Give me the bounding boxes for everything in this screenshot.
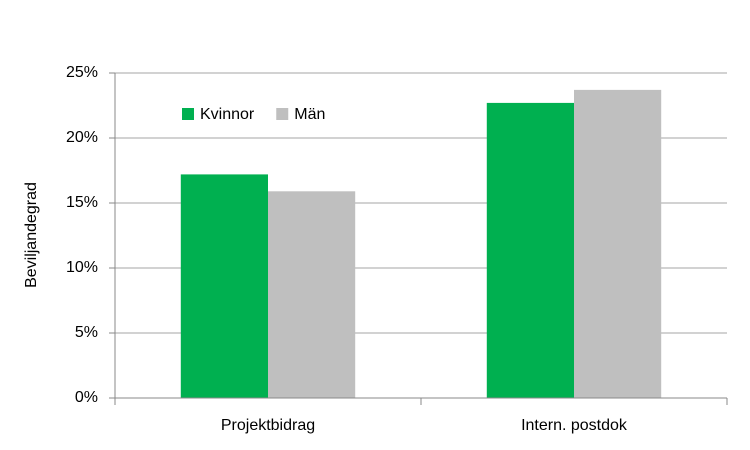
bar xyxy=(268,191,356,398)
y-tick-label: 20% xyxy=(66,129,98,146)
legend-label: Kvinnor xyxy=(200,106,255,123)
y-tick-label: 25% xyxy=(66,64,98,81)
legend-swatch xyxy=(182,108,194,120)
y-tick-label: 0% xyxy=(75,389,98,406)
legend-swatch xyxy=(276,108,289,120)
bar xyxy=(180,174,268,398)
x-tick-label: Intern. postdok xyxy=(521,417,628,434)
x-tick-label: Projektbidrag xyxy=(221,417,315,434)
legend-label: Män xyxy=(294,106,325,123)
y-tick-label: 5% xyxy=(75,324,98,341)
bar xyxy=(486,102,574,399)
y-axis-label: Beviljandegrad xyxy=(23,182,40,288)
y-tick-label: 10% xyxy=(66,259,98,276)
bar xyxy=(574,89,662,399)
y-tick-label: 15% xyxy=(66,194,98,211)
